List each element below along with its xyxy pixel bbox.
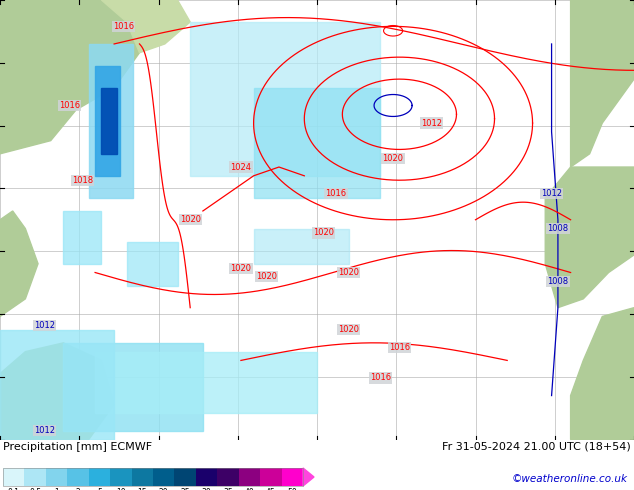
Bar: [260, 468, 281, 486]
Polygon shape: [0, 0, 38, 123]
Polygon shape: [545, 167, 634, 308]
Bar: [25, 468, 46, 486]
Bar: [254, 88, 380, 198]
Text: 1024: 1024: [230, 163, 252, 172]
Polygon shape: [571, 308, 634, 440]
Text: 10: 10: [116, 488, 126, 490]
Text: 1018: 1018: [72, 176, 93, 185]
Text: 1020: 1020: [179, 215, 201, 224]
Bar: [127, 242, 178, 286]
Bar: [110, 468, 132, 486]
Polygon shape: [0, 343, 114, 440]
Text: 2: 2: [75, 488, 81, 490]
Text: 1020: 1020: [313, 228, 334, 238]
Bar: [0, 330, 114, 440]
Text: 1008: 1008: [547, 277, 569, 286]
Text: 1020: 1020: [382, 154, 404, 163]
Bar: [89, 468, 110, 486]
Text: 1012: 1012: [541, 189, 562, 198]
Bar: [196, 468, 217, 486]
Text: 1: 1: [54, 488, 59, 490]
Bar: [95, 352, 317, 413]
Bar: [239, 468, 260, 486]
Text: 1016: 1016: [325, 189, 347, 198]
Text: 0.1: 0.1: [8, 488, 20, 490]
Text: 1008: 1008: [547, 224, 569, 233]
Polygon shape: [0, 0, 139, 154]
Bar: [217, 468, 239, 486]
Text: 1016: 1016: [113, 22, 134, 31]
Bar: [3, 468, 25, 486]
Bar: [153, 468, 174, 486]
Text: 1016: 1016: [370, 373, 391, 383]
Text: 45: 45: [266, 488, 276, 490]
Polygon shape: [101, 0, 190, 53]
Bar: [46, 468, 67, 486]
Bar: [95, 66, 120, 176]
Text: 35: 35: [223, 488, 233, 490]
Text: 25: 25: [180, 488, 190, 490]
Text: 1020: 1020: [230, 264, 252, 272]
Polygon shape: [0, 211, 38, 317]
Text: 0.5: 0.5: [29, 488, 41, 490]
Text: 1012: 1012: [34, 426, 55, 435]
Bar: [63, 343, 203, 431]
Text: Fr 31-05-2024 21.00 UTC (18+54): Fr 31-05-2024 21.00 UTC (18+54): [443, 441, 631, 451]
Text: 1020: 1020: [338, 268, 359, 277]
Text: 40: 40: [245, 488, 254, 490]
Text: 1012: 1012: [34, 321, 55, 330]
Polygon shape: [571, 0, 634, 167]
Bar: [174, 468, 196, 486]
Text: 5: 5: [97, 488, 102, 490]
Text: 1012: 1012: [420, 119, 442, 127]
Bar: [89, 44, 133, 198]
Text: 30: 30: [202, 488, 212, 490]
Text: Precipitation [mm] ECMWF: Precipitation [mm] ECMWF: [3, 441, 152, 451]
Text: 15: 15: [138, 488, 147, 490]
Bar: [281, 468, 303, 486]
Bar: [63, 211, 101, 264]
Bar: [190, 22, 380, 176]
Bar: [3, 468, 303, 486]
Text: ©weatheronline.co.uk: ©weatheronline.co.uk: [512, 474, 628, 484]
Bar: [67, 468, 89, 486]
Text: 1016: 1016: [59, 101, 81, 110]
Text: 20: 20: [159, 488, 169, 490]
Polygon shape: [303, 468, 314, 486]
Bar: [254, 228, 349, 264]
Text: 1020: 1020: [338, 325, 359, 334]
Text: 50: 50: [287, 488, 297, 490]
Bar: [101, 88, 117, 154]
Bar: [132, 468, 153, 486]
Text: 1020: 1020: [256, 272, 277, 281]
Text: 1016: 1016: [389, 343, 410, 352]
